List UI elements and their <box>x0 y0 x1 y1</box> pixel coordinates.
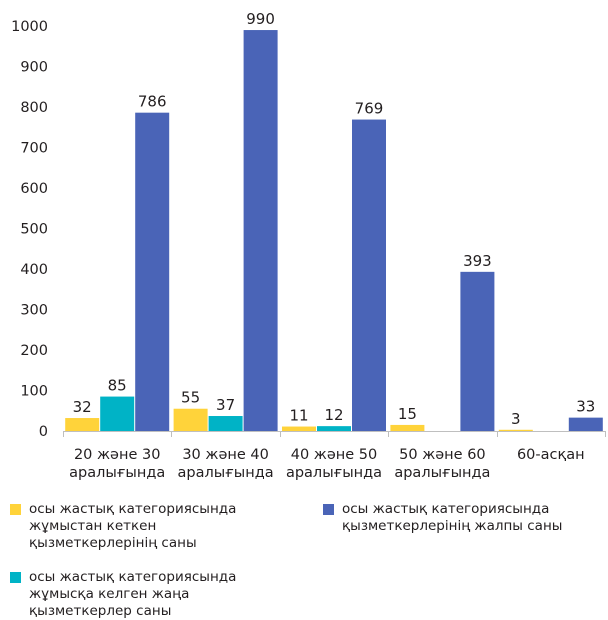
bar <box>460 271 495 431</box>
bar <box>390 424 425 431</box>
bar <box>282 426 316 431</box>
data-label: 55 <box>181 389 200 407</box>
data-label: 393 <box>463 252 492 270</box>
bar <box>568 417 603 431</box>
bar <box>135 112 170 432</box>
data-label: 32 <box>73 398 92 416</box>
legend-item-new-hires: осы жастық категориясында жұмысқа келген… <box>10 569 274 620</box>
y-tick-label: 200 <box>20 343 48 359</box>
bar <box>498 429 533 431</box>
y-tick-label: 500 <box>20 222 48 238</box>
data-labels: 32 55 11 15 3 85 37 12 786 990 769 393 33 <box>73 10 596 428</box>
y-axis: 0 100 200 300 400 500 600 700 800 900 1000 <box>11 19 48 440</box>
bars <box>65 30 603 432</box>
legend-item-left-leavers: осы жастық категориясында жұмыстан кетке… <box>10 501 274 552</box>
data-label: 769 <box>355 100 384 118</box>
data-label: 990 <box>246 10 275 28</box>
bar <box>65 418 100 431</box>
bar <box>173 408 208 431</box>
legend-label-total: осы жастық категориясында қызметкерлерін… <box>342 501 563 534</box>
y-tick-label: 900 <box>20 60 48 76</box>
y-tick-label: 800 <box>20 100 48 116</box>
y-tick-label: 300 <box>20 303 48 319</box>
legend-swatch-total <box>323 504 334 515</box>
data-label: 37 <box>216 396 235 414</box>
y-tick-label: 700 <box>20 141 48 157</box>
legend-label-leavers: осы жастық категориясында жұмыстан кетке… <box>29 501 237 551</box>
data-label: 85 <box>108 377 127 395</box>
y-tick-label: 0 <box>39 424 48 440</box>
bar <box>243 30 278 432</box>
y-tick-label: 100 <box>20 384 48 400</box>
data-label: 11 <box>289 407 308 425</box>
x-tick-label: 60-асқан <box>517 447 585 463</box>
y-tick-label: 400 <box>20 262 48 278</box>
x-tick-label: 40 және 50 аралығында <box>286 447 382 481</box>
data-label: 15 <box>398 405 417 423</box>
x-tick-label: 50 және 60 аралығында <box>394 447 490 481</box>
data-label: 786 <box>138 93 167 111</box>
x-tick-label: 30 және 40 аралығында <box>178 447 274 481</box>
legend-label-new-hires: осы жастық категориясында жұмысқа келген… <box>29 569 237 619</box>
y-tick-label: 600 <box>20 181 48 197</box>
data-label: 33 <box>576 398 595 416</box>
bar <box>208 416 243 431</box>
bar <box>100 396 135 431</box>
y-tick-label: 1000 <box>11 19 48 35</box>
legend-item-total: осы жастық категориясында қызметкерлерін… <box>323 501 587 535</box>
x-axis: 20 және 30 аралығында 30 және 40 аралығында… <box>63 431 606 481</box>
legend-swatch-new-hires <box>10 572 21 583</box>
bar <box>317 426 351 431</box>
bar <box>352 119 386 432</box>
x-tick-label: 20 және 30 аралығында <box>69 447 165 481</box>
legend-swatch-leavers <box>10 504 21 515</box>
data-label: 3 <box>511 410 521 428</box>
data-label: 12 <box>324 406 343 424</box>
bar-chart: 0 100 200 300 400 500 600 700 800 900 1000 20 және… <box>11 10 606 481</box>
